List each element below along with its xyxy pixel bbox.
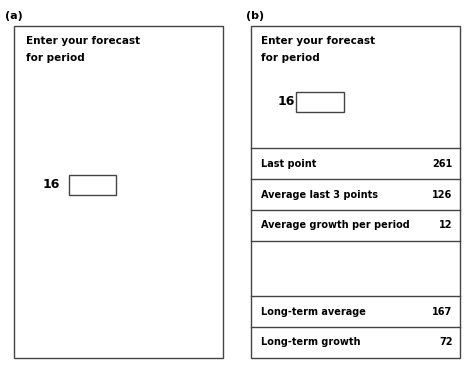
Text: for period: for period: [261, 53, 319, 63]
Text: 261: 261: [432, 159, 453, 169]
Bar: [251, 26, 460, 358]
Bar: [14, 26, 223, 358]
Text: for period: for period: [26, 53, 85, 63]
Text: Enter your forecast: Enter your forecast: [26, 36, 140, 46]
Bar: [296, 92, 344, 112]
Text: 12: 12: [439, 220, 453, 230]
Text: 167: 167: [432, 307, 453, 316]
Text: (a): (a): [5, 11, 22, 21]
Text: 16: 16: [277, 95, 295, 108]
Text: Enter your forecast: Enter your forecast: [261, 36, 375, 46]
Text: Long-term growth: Long-term growth: [261, 337, 360, 347]
Text: 16: 16: [43, 178, 60, 192]
Text: Last point: Last point: [261, 159, 316, 169]
Text: 72: 72: [439, 337, 453, 347]
Text: (b): (b): [246, 11, 264, 21]
Bar: [69, 175, 116, 195]
Text: Long-term average: Long-term average: [261, 307, 365, 316]
Text: 126: 126: [432, 189, 453, 200]
Text: Average last 3 points: Average last 3 points: [261, 189, 378, 200]
Text: Average growth per period: Average growth per period: [261, 220, 410, 230]
